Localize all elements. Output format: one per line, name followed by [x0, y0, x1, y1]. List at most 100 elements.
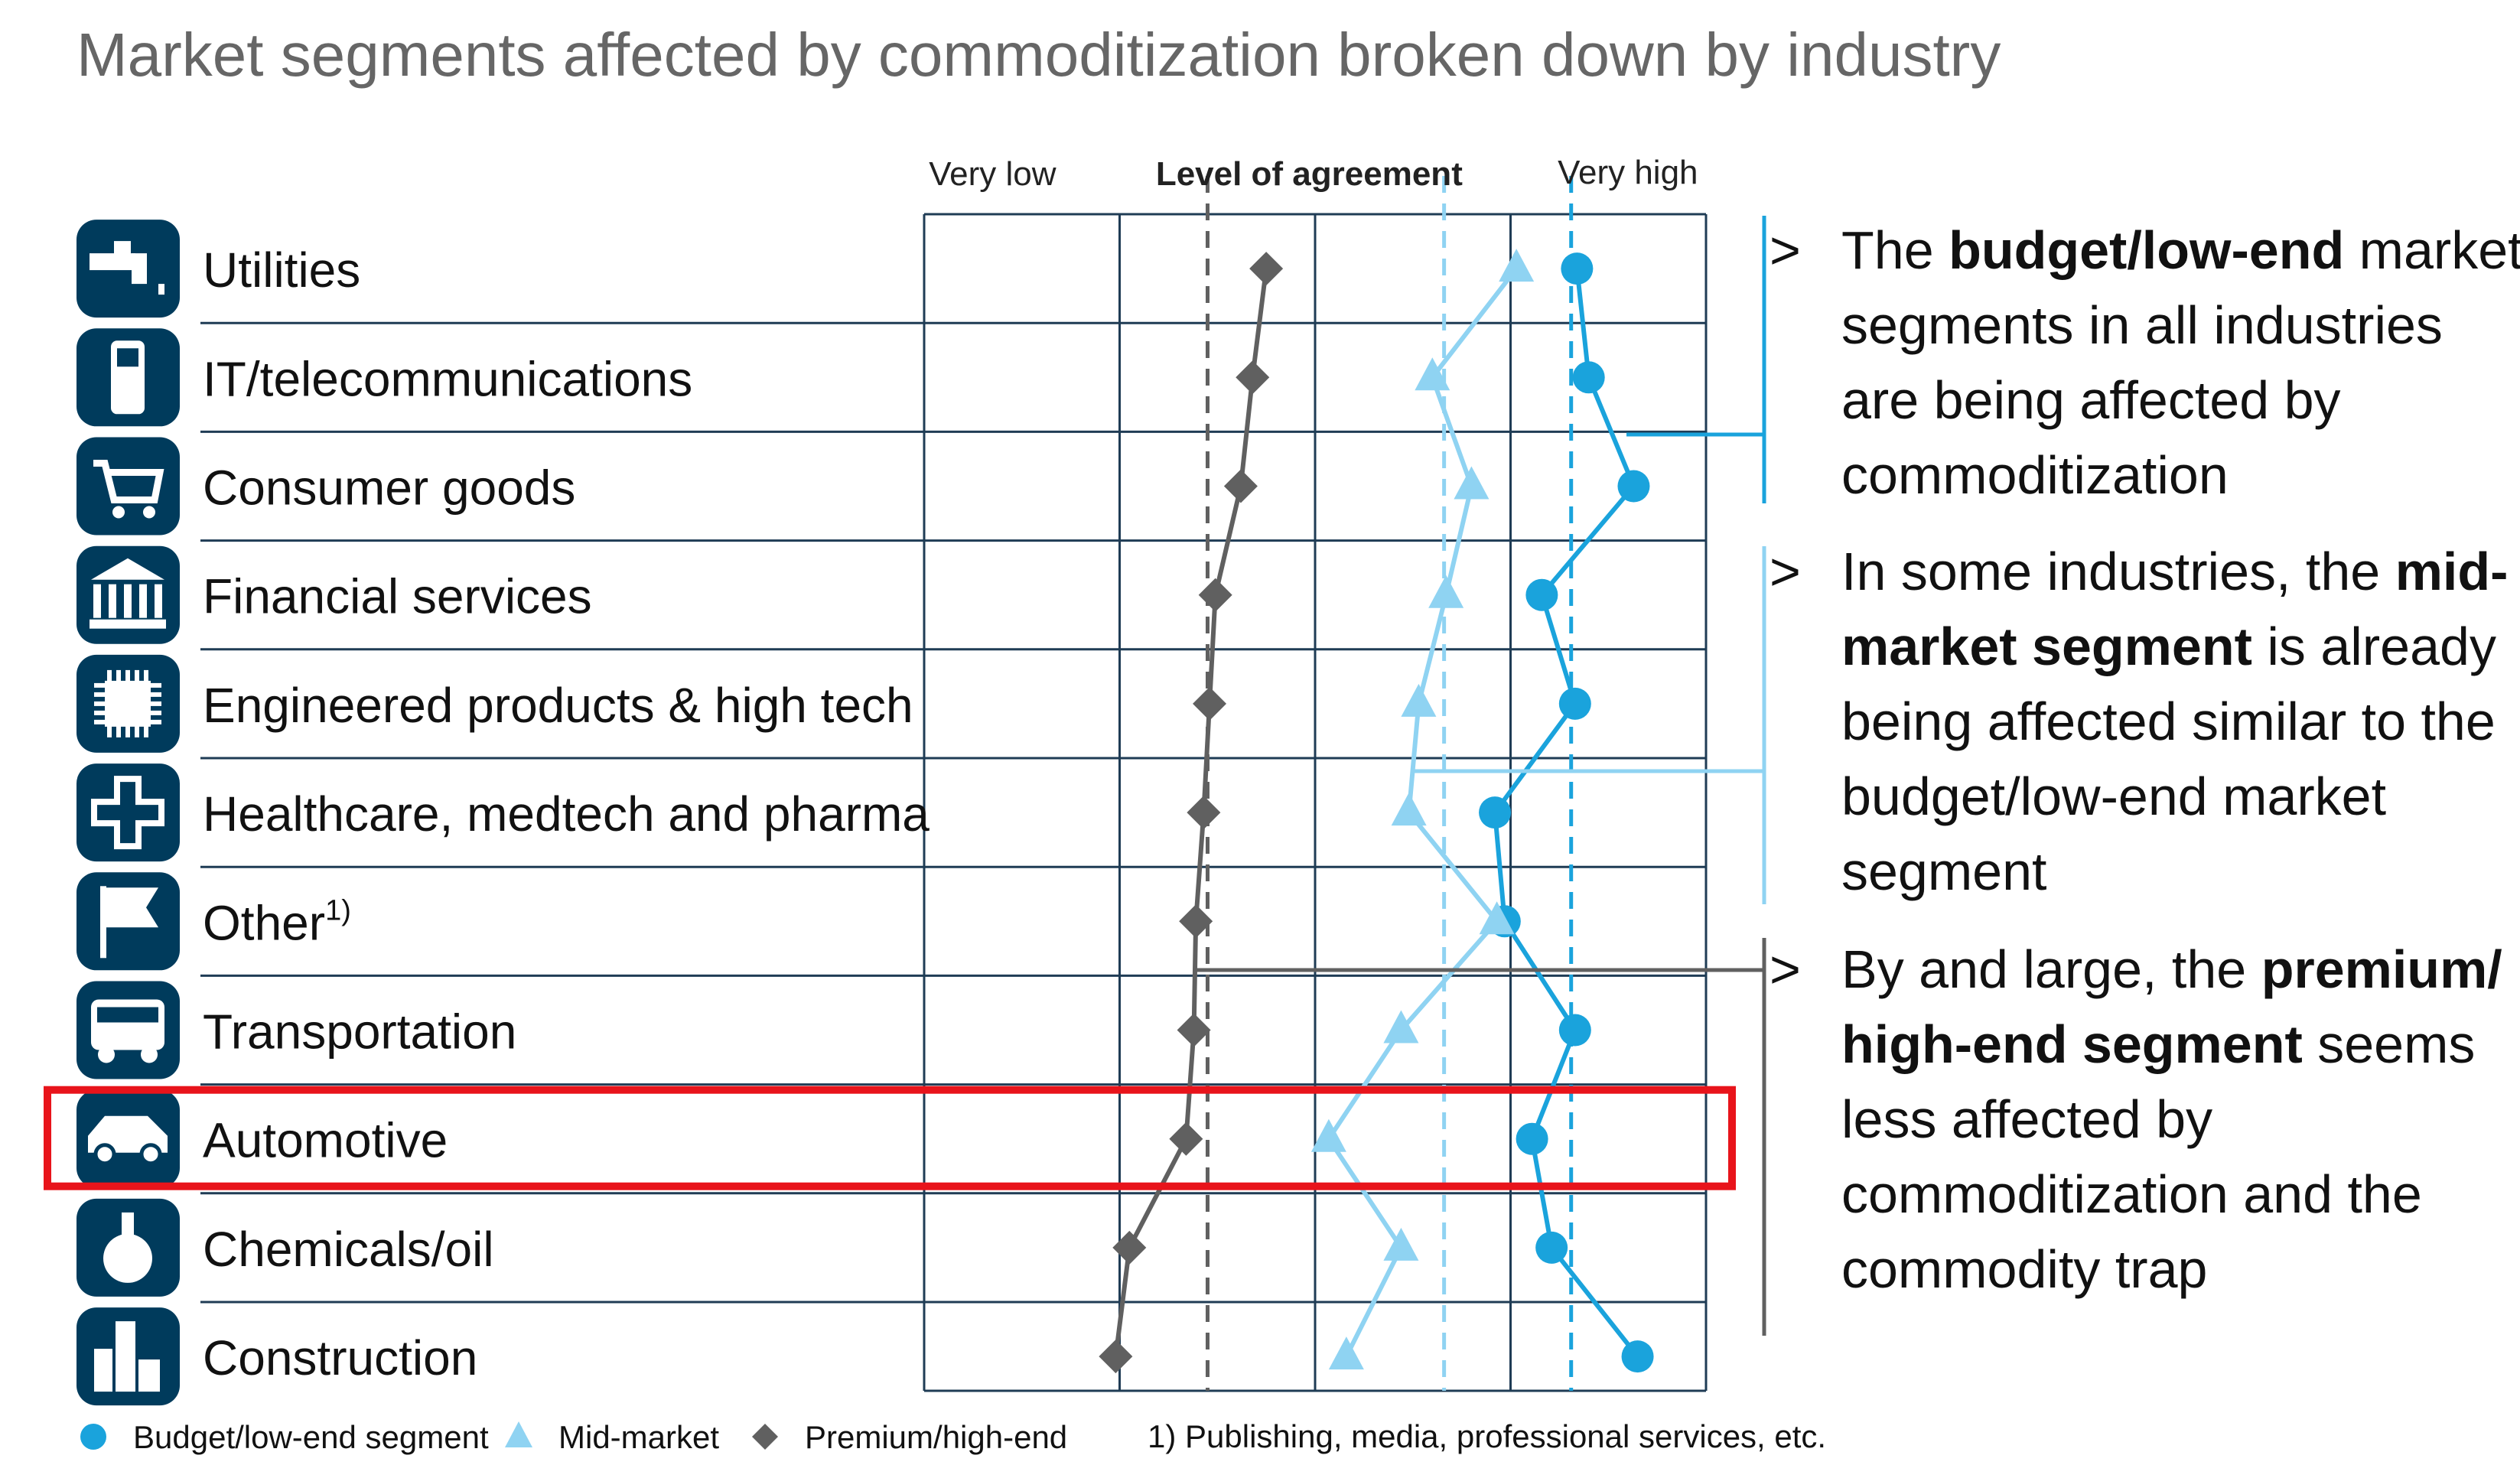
automotive-highlight	[44, 1086, 1736, 1190]
budget-point	[1617, 470, 1650, 503]
bank-glyph	[91, 558, 164, 580]
budget-point	[1558, 687, 1591, 720]
axis-high-label: Very high	[1558, 154, 1698, 191]
bullet-text: In some industries, the mid-market segme…	[1841, 534, 2520, 909]
cross-glyph	[91, 776, 164, 850]
budget-point	[1525, 578, 1558, 611]
category-label: Transportation	[203, 1004, 516, 1060]
budget-point	[1479, 796, 1512, 829]
footnote: 1) Publishing, media, professional servi…	[1148, 1418, 1826, 1454]
budget-point	[1561, 252, 1594, 285]
premium-point	[1198, 578, 1232, 612]
bank-glyph	[90, 619, 166, 629]
category-label: Construction	[203, 1330, 477, 1385]
bullet-text-bold: premium/ high-end segment	[1841, 939, 2502, 1074]
cart-glyph	[112, 506, 125, 519]
premium-point	[1179, 904, 1213, 939]
building-glyph	[94, 1349, 112, 1392]
mid-market-point	[1328, 1336, 1364, 1370]
category-label: Other1)	[203, 894, 351, 950]
car-glyph	[88, 1115, 168, 1153]
budget-point	[1516, 1122, 1548, 1155]
chip-glyph	[94, 701, 161, 706]
category-label: Engineered products & high tech	[203, 678, 913, 733]
tap-glyph	[158, 284, 164, 295]
cart-glyph	[93, 460, 164, 503]
legend-label: Premium/high-end	[805, 1419, 1067, 1455]
bullet-text-bold: mid-market segment	[1841, 542, 2509, 676]
bullet-marker: >	[1770, 939, 1801, 999]
mid-market-point	[1310, 1118, 1346, 1152]
premium-point	[1099, 1340, 1133, 1374]
bullet-text-bold: budget/low-end	[1949, 220, 2345, 280]
bullet-marker: >	[1770, 542, 1801, 601]
category-label: Utilities	[203, 243, 360, 298]
car-glyph	[139, 1143, 162, 1166]
mid-market-point	[1479, 901, 1515, 935]
mid-market-point	[1383, 1227, 1419, 1261]
category-label: Chemicals/oil	[203, 1222, 494, 1277]
mid-market-point	[1401, 683, 1437, 717]
budget-point	[1572, 361, 1605, 394]
bullet-text-part: In some industries, the	[1841, 542, 2395, 601]
legend-marker-budget	[80, 1424, 106, 1450]
bank-glyph	[124, 584, 132, 618]
flask-glyph	[103, 1233, 152, 1283]
flask-glyph	[122, 1212, 134, 1240]
category-label: Financial services	[203, 569, 592, 624]
premium-point	[1193, 686, 1227, 721]
chip-glyph	[94, 710, 161, 715]
chip-glyph	[144, 669, 148, 737]
medical-cross-icon	[77, 763, 180, 862]
building-glyph	[138, 1359, 160, 1392]
flag-glyph	[100, 886, 106, 959]
bullet-text-part: is already being affected similar to the…	[1841, 617, 2496, 901]
premium-point	[1236, 360, 1270, 395]
building-glyph	[116, 1321, 135, 1392]
footnote-marker: 1)	[325, 894, 351, 926]
tap-glyph	[114, 241, 131, 256]
legend-label: Mid-market	[558, 1419, 719, 1455]
premium-point	[1112, 1230, 1147, 1265]
bus-glyph	[97, 1007, 158, 1023]
mid-market-point	[1415, 357, 1450, 391]
premium-point	[1187, 796, 1221, 830]
axis-low-label: Very low	[929, 155, 1057, 193]
bullet-marker: >	[1770, 220, 1801, 280]
chart-title: Market segments affected by commoditizat…	[77, 21, 2001, 89]
mid-market-point	[1391, 793, 1427, 826]
tap-glyph	[132, 253, 147, 285]
category-label: Automotive	[203, 1113, 448, 1168]
bullet-text-part: By and large, the	[1841, 939, 2261, 999]
bank-glyph	[93, 584, 101, 618]
legend-label: Budget/low-end segment	[133, 1419, 489, 1455]
budget-point	[1621, 1340, 1654, 1373]
mid-market-point	[1499, 249, 1535, 282]
bullet-text-part: seems less affected by commoditization a…	[1841, 1014, 2476, 1299]
mid-market-point	[1428, 575, 1464, 608]
bank-glyph	[109, 584, 116, 618]
mid-market-point	[1454, 466, 1490, 500]
bus-glyph	[91, 999, 164, 1050]
mid-market-point	[1383, 1010, 1419, 1043]
category-label: Healthcare, medtech and pharma	[203, 786, 930, 842]
legend-marker-premium	[752, 1424, 778, 1450]
budget-point	[1535, 1231, 1568, 1264]
cart-icon	[77, 437, 180, 536]
bullet-text-part: market segments in all industries are be…	[1841, 220, 2520, 505]
budget-point	[1558, 1014, 1591, 1047]
bus-glyph	[141, 1046, 158, 1063]
premium-point	[1249, 252, 1284, 286]
category-label: IT/telecommunications	[203, 351, 692, 406]
tap-glyph	[90, 253, 135, 271]
bus-glyph	[98, 1046, 115, 1063]
flag-glyph	[106, 887, 158, 928]
axis-title: Level of agreement	[1156, 155, 1463, 193]
bank-glyph	[155, 584, 162, 618]
premium-point	[1223, 469, 1258, 503]
chip-glyph	[94, 719, 161, 724]
legend-marker-mid-market	[505, 1421, 532, 1447]
phone-glyph	[117, 348, 138, 367]
